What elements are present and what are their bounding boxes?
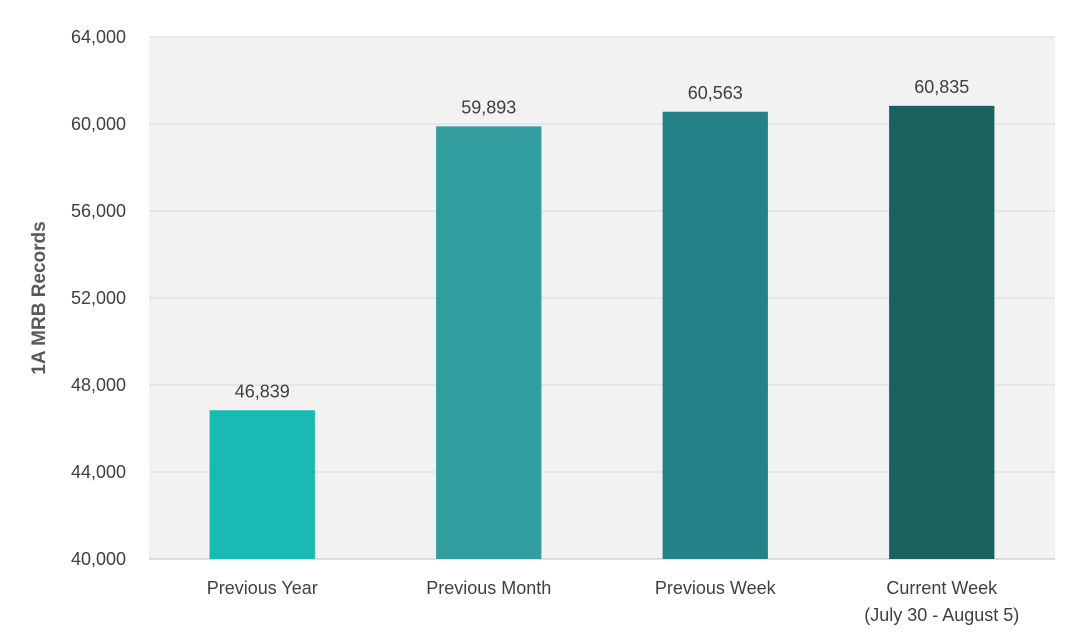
bar <box>436 126 542 560</box>
y-tick-label: 48,000 <box>71 375 126 395</box>
y-axis-title: 1A MRB Records <box>29 221 50 374</box>
x-tick-label: Previous Week <box>655 578 777 598</box>
data-label: 46,839 <box>235 381 290 401</box>
x-axis: Previous Year Previous Month Previous Week… <box>207 578 1020 625</box>
x-tick-label: (July 30 - August 5) <box>864 605 1019 625</box>
bar <box>889 105 995 560</box>
y-tick-label: 44,000 <box>71 462 126 482</box>
x-tick-label: Previous Year <box>207 578 318 598</box>
y-tick-label: 56,000 <box>71 201 126 221</box>
data-label: 59,893 <box>461 97 516 117</box>
data-label: 60,835 <box>914 77 969 97</box>
y-axis: 40,000 44,000 48,000 52,000 56,000 60,000 64,0… <box>71 27 126 569</box>
data-labels: 46,839 59,893 60,563 60,835 <box>235 77 970 401</box>
y-tick-label: 52,000 <box>71 288 126 308</box>
y-tick-label: 40,000 <box>71 549 126 569</box>
bars <box>209 105 995 560</box>
bar <box>662 111 768 559</box>
x-tick-label: Previous Month <box>426 578 551 598</box>
x-tick-label: Current Week <box>886 578 998 598</box>
y-tick-label: 64,000 <box>71 27 126 47</box>
bar <box>209 410 315 559</box>
data-label: 60,563 <box>688 83 743 103</box>
y-tick-label: 60,000 <box>71 114 126 134</box>
